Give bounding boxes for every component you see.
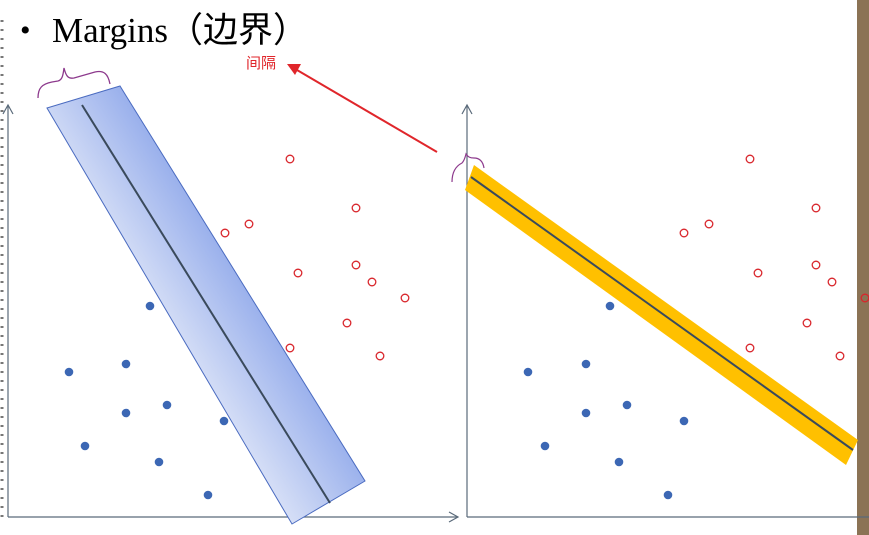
negative-point [121,408,131,418]
negative-point [679,416,689,426]
positive-point [835,351,845,361]
negative-point [581,408,591,418]
positive-point [400,293,410,303]
slide-title: Margins（边界） [52,11,308,50]
negative-point [663,490,673,500]
negative-point [203,490,213,500]
negative-point [523,367,533,377]
positive-point [285,154,295,164]
negative-point [154,457,164,467]
decision-boundary-wide [81,104,331,504]
positive-point [342,318,352,328]
points-narrow-margin-panel [523,154,869,500]
negative-point [605,301,615,311]
positive-point [704,219,714,229]
positive-point [375,351,385,361]
negative-point [145,301,155,311]
points-wide-margin-panel [64,154,410,500]
negative-point [219,416,229,426]
negative-point [540,441,550,451]
positive-point [351,203,361,213]
axes-left [2,103,460,523]
margin-brace-narrow [451,152,485,183]
positive-point [811,203,821,213]
positive-point [745,343,755,353]
right-sidebar [857,0,869,535]
gap-annotation: 间隔 [246,54,276,72]
decision-boundary-narrow [470,176,854,451]
positive-point [351,260,361,270]
annotation-arrow [296,69,438,153]
negative-point [121,359,131,369]
title-bullet: • [20,14,31,47]
negative-point [80,441,90,451]
positive-point [811,260,821,270]
annotation-arrow-head [287,64,301,75]
negative-point [162,400,172,410]
negative-point [581,359,591,369]
positive-point [220,228,230,238]
axes-right [461,103,869,518]
negative-point [622,400,632,410]
positive-point [293,268,303,278]
negative-point [64,367,74,377]
positive-point [827,277,837,287]
positive-point [367,277,377,287]
positive-point [745,154,755,164]
positive-point [285,343,295,353]
margin-brace-wide [37,67,111,99]
positive-point [244,219,254,229]
positive-point [802,318,812,328]
positive-point [679,228,689,238]
negative-point [614,457,624,467]
positive-point [753,268,763,278]
narrow-margin-band [465,165,858,465]
